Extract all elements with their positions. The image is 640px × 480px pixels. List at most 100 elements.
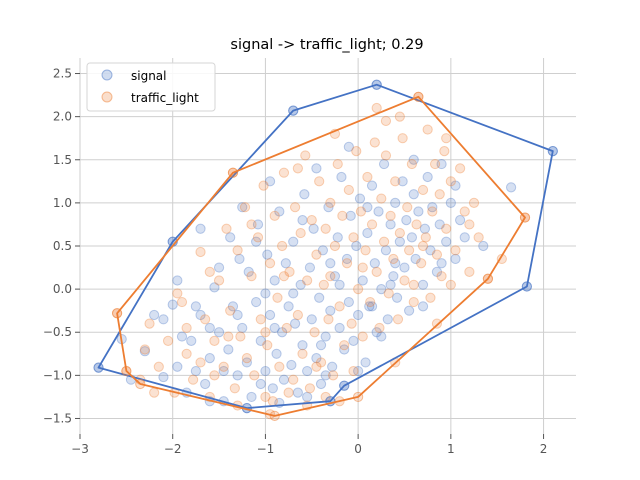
point-signal [332,232,343,243]
point-traffic-light [162,335,174,346]
point-traffic-light [429,158,441,170]
point-traffic-light [300,150,311,161]
point-signal [213,262,225,273]
point-traffic-light [277,240,288,252]
point-traffic-light [394,111,405,122]
point-traffic-light [445,176,456,187]
point-traffic-light [439,146,450,157]
y-tick-label: −1.5 [43,411,72,425]
x-tick-label: 1 [447,442,455,456]
point-signal [364,301,375,312]
point-signal [311,353,322,364]
point-signal [341,253,353,265]
point-traffic-light [371,266,382,277]
point-signal [269,275,280,286]
point-signal [314,292,325,303]
point-signal [327,361,338,372]
point-traffic-light [425,292,436,303]
point-traffic-light [341,258,353,269]
point-signal [225,232,236,243]
point-traffic-light [357,262,368,273]
point-traffic-light [297,348,308,359]
point-signal [283,301,294,312]
hull-vertex-signal [521,281,532,292]
point-signal [408,189,419,200]
point-signal [317,245,329,256]
point-traffic-light [388,253,399,265]
point-signal [369,258,380,269]
point-signal [204,353,215,364]
point-traffic-light [374,322,385,334]
y-axis-ticks: −1.5 −1.0 −0.5 0.0 0.5 1.0 1.5 2.0 2.5 [43,67,80,425]
point-signal [271,348,282,359]
point-signal [323,202,334,213]
point-traffic-light [450,245,461,256]
point-signal [345,210,356,221]
point-signal [176,331,188,342]
legend-label-signal: signal [131,69,167,83]
point-traffic-light [420,232,431,243]
point-traffic-light [320,223,331,234]
point-traffic-light [468,197,480,208]
point-traffic-light [348,232,359,243]
point-traffic-light [309,327,320,338]
point-traffic-light [390,176,401,187]
point-traffic-light [404,245,415,256]
hull-signal [97,83,554,410]
hull-vertex-traffic-light [482,273,494,284]
point-signal [269,322,280,334]
point-traffic-light [408,296,419,308]
point-signal [260,365,271,377]
point-traffic-light [351,146,362,157]
point-signal [255,335,266,346]
point-signal [404,305,415,316]
point-signal [295,279,306,290]
point-traffic-light [225,305,236,316]
point-traffic-light [153,361,164,372]
point-traffic-light [325,197,336,208]
point-traffic-light [232,245,243,256]
point-signal [353,365,364,377]
y-tick-label: 0.5 [53,239,72,253]
point-traffic-light [427,206,438,217]
point-traffic-light [223,331,234,342]
point-traffic-light [221,223,232,234]
point-signal [241,357,252,368]
point-signal [382,314,393,325]
chart-title: signal -> traffic_light; 0.29 [230,37,423,53]
point-traffic-light [283,387,294,398]
point-signal [246,391,257,403]
point-traffic-light [252,232,264,243]
legend-label-traffic-light: traffic_light [131,91,199,105]
point-traffic-light [304,383,316,394]
point-traffic-light [218,361,229,372]
point-signal [353,309,364,321]
point-signal [280,258,291,269]
point-signal [445,197,456,208]
point-signal [200,378,211,390]
hull-vertex-signal [547,146,558,157]
point-signal [286,359,297,371]
point-traffic-light [249,370,260,381]
point-traffic-light [334,301,345,312]
point-traffic-light [139,344,150,355]
point-signal [436,158,447,170]
point-signal [299,189,310,200]
point-signal [158,371,169,383]
point-signal [223,344,234,355]
point-signal [139,346,150,357]
point-signal [195,309,206,321]
point-signal [186,335,197,346]
point-traffic-light [195,357,206,368]
point-signal [325,258,336,269]
point-traffic-light [464,219,475,230]
point-signal [190,365,201,377]
point-signal [251,236,262,247]
point-traffic-light [264,258,276,269]
hull-vertex-traffic-light [121,365,132,377]
point-traffic-light [406,158,418,170]
point-signal [264,309,276,321]
point-signal [278,374,290,385]
point-signal [422,171,433,183]
point-signal [213,327,225,338]
